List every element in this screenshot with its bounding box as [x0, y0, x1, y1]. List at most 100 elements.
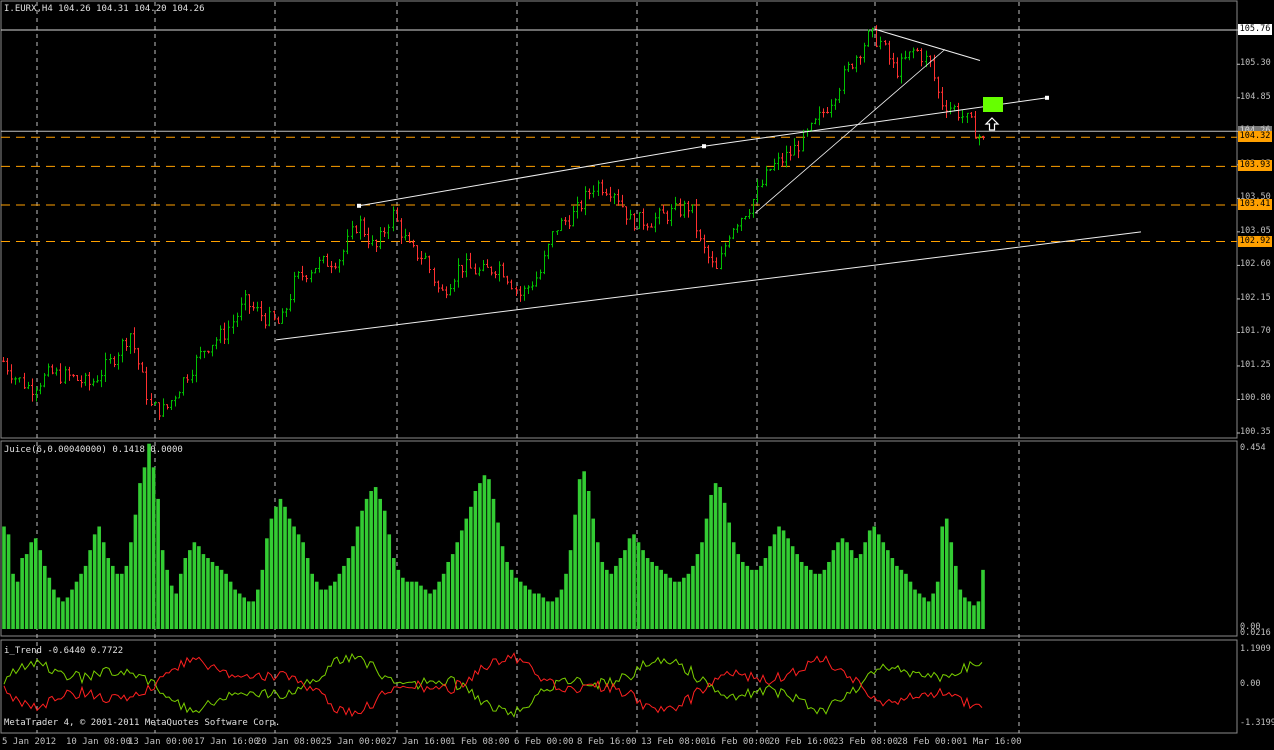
juice-bar: [972, 605, 976, 629]
juice-bar: [854, 558, 858, 629]
juice-bar: [156, 498, 160, 629]
juice-bar: [582, 471, 586, 629]
juice-bar: [382, 510, 387, 629]
juice-bar: [2, 526, 6, 629]
juice-bar: [310, 573, 315, 629]
juice-bar: [632, 534, 636, 629]
horizontal-levels: [1, 29, 1237, 243]
juice-bar: [169, 585, 174, 629]
juice-bar: [546, 601, 550, 629]
juice-bar: [614, 565, 618, 629]
juice-bar: [165, 569, 169, 629]
time-axis-label: 28 Feb 00:00: [897, 737, 963, 747]
juice-bar: [713, 483, 718, 629]
time-axis-label: 17 Jan 16:00: [194, 737, 260, 747]
juice-bar: [97, 526, 101, 629]
juice-bar: [301, 542, 305, 629]
juice-bar: [922, 597, 926, 629]
juice-bar: [605, 569, 609, 629]
juice-bar: [777, 526, 781, 629]
juice-bar: [686, 573, 691, 629]
juice-bar: [160, 550, 165, 629]
juice-bar: [265, 538, 269, 629]
juice-bar: [659, 569, 663, 629]
juice-bar: [772, 534, 777, 629]
juice-bar: [886, 550, 890, 629]
juice-bar: [441, 573, 446, 629]
price-marker-box[interactable]: [983, 97, 1003, 112]
juice-bar: [931, 593, 935, 629]
trendline-group[interactable]: [275, 28, 1142, 341]
juice-bar: [79, 573, 83, 629]
juice-bar: [405, 581, 410, 629]
juice-bar: [92, 534, 97, 629]
juice-bar: [210, 561, 215, 629]
juice-bar: [42, 565, 47, 629]
axis-ticks: [1237, 29, 1240, 434]
time-axis-label: 25 Jan 00:00: [321, 737, 387, 747]
juice-bar: [963, 597, 967, 629]
juice-bar: [895, 565, 899, 629]
juice-bar: [419, 585, 423, 629]
juice-bar: [609, 573, 614, 629]
juice-bar: [704, 518, 709, 629]
juice-bar: [736, 554, 741, 629]
juice-bar: [944, 518, 949, 629]
juice-bar: [324, 589, 328, 629]
juice-bar: [319, 589, 324, 629]
juice-bar: [913, 589, 917, 629]
juice-bar: [256, 589, 260, 629]
juice-bar: [904, 573, 908, 629]
juice-bar: [899, 569, 904, 629]
juice-bar: [700, 542, 704, 629]
juice-title: Juice(6,0.00040000) 0.1418 0.0000: [4, 445, 183, 455]
juice-bar: [718, 487, 722, 629]
juice-bar: [129, 542, 133, 629]
juice-bar: [292, 526, 296, 629]
juice-bar: [478, 483, 482, 629]
trendline-anchor: [702, 144, 706, 149]
juice-bar: [867, 530, 872, 629]
juice-bar: [908, 581, 913, 629]
juice-bar: [863, 542, 867, 629]
juice-bar: [636, 542, 641, 629]
juice-min-label-a: 0.00: [1240, 622, 1261, 632]
juice-bar: [450, 554, 455, 629]
juice-bar: [337, 573, 342, 629]
juice-bar: [722, 502, 727, 629]
juice-bar: [976, 601, 981, 629]
juice-bar: [224, 573, 228, 629]
juice-bar: [192, 542, 197, 629]
trend-line-red: [3, 652, 983, 718]
chart-header: I.EURX,H4 104.26 104.31 104.20 104.26: [4, 4, 205, 14]
up-arrow-icon[interactable]: [984, 116, 1000, 132]
juice-bar: [147, 443, 151, 629]
juice-bar: [110, 565, 115, 629]
juice-bar: [482, 475, 487, 629]
juice-bar: [242, 597, 247, 629]
time-axis-label: 10 Jan 08:00: [66, 737, 132, 747]
juice-bar: [509, 569, 514, 629]
price-axis-label: 102.15: [1240, 292, 1271, 303]
juice-bar: [328, 585, 333, 629]
juice-bar: [695, 554, 700, 629]
juice-bar: [369, 491, 373, 629]
juice-bar: [246, 601, 251, 629]
price-axis-label: 100.80: [1240, 393, 1271, 404]
price-axis-label: 105.30: [1240, 58, 1271, 69]
juice-bar: [781, 530, 786, 629]
juice-bar: [414, 581, 419, 629]
juice-bar: [940, 526, 945, 629]
juice-bar: [269, 518, 274, 629]
juice-bar: [201, 554, 206, 629]
juice-bar: [464, 518, 469, 629]
juice-bar: [355, 526, 360, 629]
juice-bar: [514, 577, 518, 629]
trendline-anchor: [1045, 95, 1049, 100]
juice-bar: [550, 601, 555, 629]
trendline: [754, 49, 946, 214]
juice-bar: [278, 498, 283, 629]
juice-bar: [410, 581, 414, 629]
time-axis-label: 1 Mar 16:00: [962, 737, 1022, 747]
